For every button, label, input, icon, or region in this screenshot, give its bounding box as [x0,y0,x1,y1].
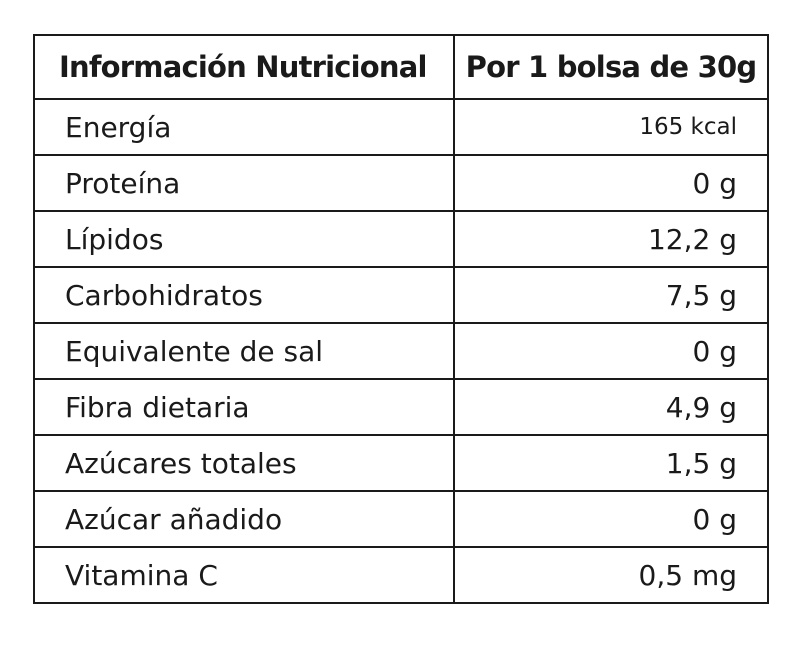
nutrient-name: Proteína [33,154,455,212]
nutrition-table: Información Nutricional Por 1 bolsa de 3… [33,34,769,604]
nutrient-name: Azúcares totales [33,434,455,492]
table-row: Energía 165 kcal [33,98,769,156]
nutrient-name: Equivalente de sal [33,322,455,380]
table-row: Carbohidratos 7,5 g [33,266,769,324]
nutrition-facts-panel: Información Nutricional Por 1 bolsa de 3… [33,34,769,604]
nutrient-amount: 1,5 g [453,434,769,492]
nutrient-amount: 0,5 mg [453,546,769,604]
table-row: Lípidos 12,2 g [33,210,769,268]
table-row: Equivalente de sal 0 g [33,322,769,380]
nutrient-amount: 165 kcal [453,98,769,156]
nutrient-amount: 0 g [453,490,769,548]
table-row: Fibra dietaria 4,9 g [33,378,769,436]
table-row: Azúcares totales 1,5 g [33,434,769,492]
nutrient-name: Lípidos [33,210,455,268]
nutrient-amount: 0 g [453,154,769,212]
nutrient-name: Fibra dietaria [33,378,455,436]
nutrient-name: Energía [33,98,455,156]
header-nutrition-info: Información Nutricional [33,34,455,100]
nutrient-amount: 12,2 g [453,210,769,268]
table-header-row: Información Nutricional Por 1 bolsa de 3… [33,34,769,100]
header-serving-size: Por 1 bolsa de 30g [453,34,769,100]
table-row: Azúcar añadido 0 g [33,490,769,548]
nutrient-name: Carbohidratos [33,266,455,324]
table-row: Vitamina C 0,5 mg [33,546,769,604]
nutrient-name: Vitamina C [33,546,455,604]
nutrient-amount: 7,5 g [453,266,769,324]
table-row: Proteína 0 g [33,154,769,212]
nutrient-amount: 4,9 g [453,378,769,436]
nutrient-amount: 0 g [453,322,769,380]
nutrient-name: Azúcar añadido [33,490,455,548]
